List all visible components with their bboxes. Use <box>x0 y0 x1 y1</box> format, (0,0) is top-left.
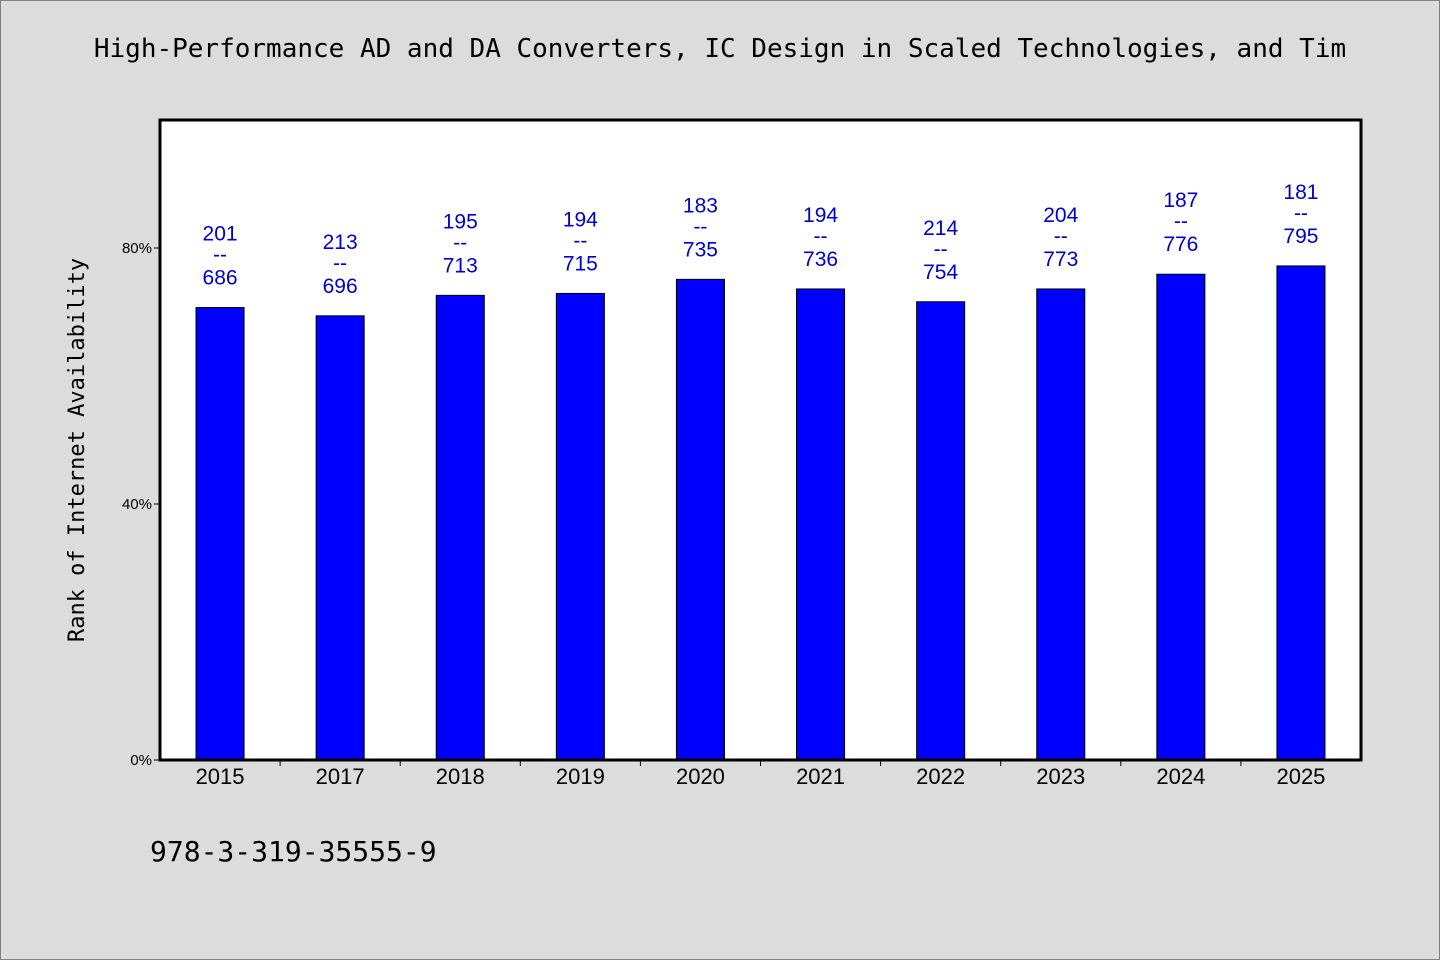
data-label-top: 201 <box>203 223 238 246</box>
data-label-top: 214 <box>923 217 958 240</box>
data-label-bottom: 776 <box>1163 233 1198 256</box>
data-label-separator: -- <box>453 231 467 254</box>
bar <box>315 315 365 761</box>
data-label-bottom: 754 <box>923 261 958 284</box>
data-label-bottom: 736 <box>803 248 838 271</box>
x-tick-label: 2015 <box>196 764 245 789</box>
y-tick-label: 0% <box>130 752 152 769</box>
data-label-bottom: 773 <box>1043 248 1078 271</box>
x-tick-label: 2024 <box>1156 764 1205 789</box>
isbn-label: 978-3-319-35555-9 <box>150 835 437 868</box>
x-tick-label: 2018 <box>436 764 485 789</box>
data-label-separator: -- <box>213 244 227 267</box>
y-axis-label: Rank of Internet Availability <box>65 258 90 642</box>
x-tick-label: 2019 <box>556 764 605 789</box>
x-tick-label: 2021 <box>796 764 845 789</box>
data-label-bottom: 795 <box>1283 225 1318 248</box>
data-label-separator: -- <box>1294 202 1308 225</box>
x-tick-label: 2022 <box>916 764 965 789</box>
x-tick-label: 2017 <box>316 764 365 789</box>
bar <box>195 307 245 761</box>
data-label-top: 213 <box>323 231 358 254</box>
data-label-separator: -- <box>333 252 347 275</box>
bar <box>1036 288 1086 761</box>
data-label-bottom: 715 <box>563 252 598 275</box>
data-label-top: 194 <box>803 204 838 227</box>
data-label-separator: -- <box>934 238 948 261</box>
bar <box>435 294 485 761</box>
bar <box>675 278 725 761</box>
data-label-separator: -- <box>1054 225 1068 248</box>
data-label-bottom: 696 <box>323 275 358 298</box>
data-label-bottom: 686 <box>203 267 238 290</box>
data-label-bottom: 735 <box>683 238 718 261</box>
x-tick-label: 2020 <box>676 764 725 789</box>
x-tick-label: 2025 <box>1276 764 1325 789</box>
data-label-top: 183 <box>683 194 718 217</box>
bar <box>916 301 966 761</box>
plot-border <box>158 118 1363 762</box>
data-label-separator: -- <box>693 215 707 238</box>
y-tick-label: 80% <box>122 240 152 257</box>
bar <box>1156 273 1206 761</box>
data-label-bottom: 713 <box>443 254 478 277</box>
data-label-separator: -- <box>1174 210 1188 233</box>
x-tick-label: 2023 <box>1036 764 1085 789</box>
data-label-top: 204 <box>1043 204 1078 227</box>
data-label-top: 181 <box>1283 181 1318 204</box>
data-label-separator: -- <box>814 225 828 248</box>
data-label-separator: -- <box>573 229 587 252</box>
bar <box>555 292 605 761</box>
bar <box>796 288 846 761</box>
data-label-top: 194 <box>563 208 598 231</box>
data-label-top: 187 <box>1163 189 1198 212</box>
chart-title: High-Performance AD and DA Converters, I… <box>93 34 1347 64</box>
bar <box>1276 265 1326 761</box>
data-label-top: 195 <box>443 210 478 233</box>
y-tick-label: 40% <box>122 496 152 513</box>
